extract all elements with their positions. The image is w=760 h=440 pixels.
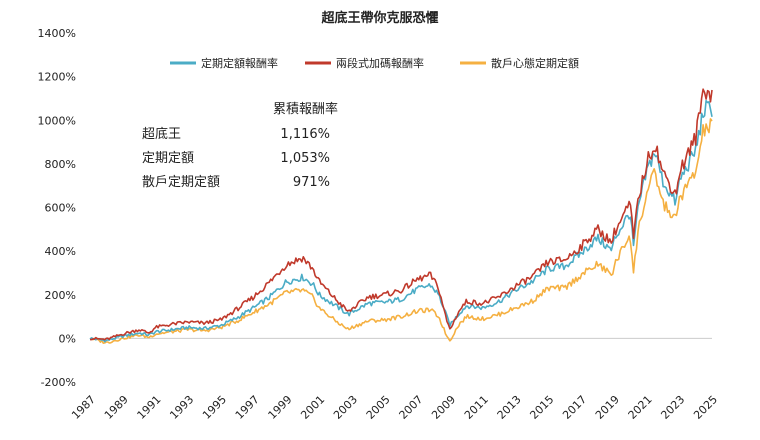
series-line-0 xyxy=(89,99,713,343)
legend-label-0: 定期定額報酬率 xyxy=(201,56,278,70)
x-tick-label: 2019 xyxy=(593,393,622,422)
x-tick-label: 2007 xyxy=(396,393,425,422)
series-layer xyxy=(89,88,713,345)
legend-label-2: 散戶心態定期定額 xyxy=(491,56,579,70)
x-tick-label: 1993 xyxy=(167,393,196,422)
y-tick-label: 800% xyxy=(45,158,76,171)
chart-title: 超底王帶你克服恐懼 xyxy=(321,10,438,26)
x-tick-label: 2023 xyxy=(658,393,687,422)
annotation-value-2: 971% xyxy=(293,175,330,190)
annotation-header: 累積報酬率 xyxy=(273,101,338,117)
series-line-2 xyxy=(90,118,713,345)
x-axis: 1987 1989 1991 1993 1995 1997 1999 2001 2003 2005… xyxy=(69,393,720,422)
return-annotation: 累積報酬率 超底王 1,116% 定期定額 1,053% 散戶定期定額 971% xyxy=(142,101,338,190)
legend-label-1: 兩段式加碼報酬率 xyxy=(336,56,424,70)
y-tick-label: 1400% xyxy=(38,27,76,40)
x-tick-label: 2003 xyxy=(331,393,360,422)
x-tick-label: 1997 xyxy=(233,393,262,422)
annotation-label-2: 散戶定期定額 xyxy=(142,175,220,190)
y-tick-label: 200% xyxy=(45,289,76,302)
y-tick-label: 0% xyxy=(59,332,76,345)
x-tick-label: 2017 xyxy=(560,393,589,422)
x-tick-label: 2005 xyxy=(364,393,393,422)
y-tick-label: 400% xyxy=(45,245,76,258)
legend: 定期定額報酬率 兩段式加碼報酬率 散戶心態定期定額 xyxy=(170,56,579,70)
y-tick-label: 600% xyxy=(45,202,76,215)
x-tick-label: 1991 xyxy=(135,393,164,422)
series-line-1 xyxy=(90,88,713,341)
x-tick-label: 2015 xyxy=(527,393,556,422)
x-tick-label: 2011 xyxy=(462,393,491,422)
x-tick-label: 2009 xyxy=(429,393,458,422)
x-tick-label: 1995 xyxy=(200,393,229,422)
annotation-label-1: 定期定額 xyxy=(142,151,194,166)
x-tick-label: 1987 xyxy=(69,393,98,422)
x-tick-label: 2025 xyxy=(691,393,720,422)
x-tick-label: 1999 xyxy=(266,393,295,422)
y-tick-label: 1000% xyxy=(38,114,76,127)
annotation-value-1: 1,053% xyxy=(280,151,330,166)
x-tick-label: 2013 xyxy=(495,393,524,422)
x-tick-label: 1989 xyxy=(102,393,131,422)
x-tick-label: 2021 xyxy=(626,393,655,422)
y-axis: -200% 0% 200% 400% 600% 800% 1000% 1200% 1400% xyxy=(38,27,76,389)
annotation-label-0: 超底王 xyxy=(142,126,181,142)
y-tick-label: 1200% xyxy=(38,71,76,84)
x-tick-label: 2001 xyxy=(298,393,327,422)
annotation-value-0: 1,116% xyxy=(280,127,330,142)
y-tick-label: -200% xyxy=(41,376,76,389)
